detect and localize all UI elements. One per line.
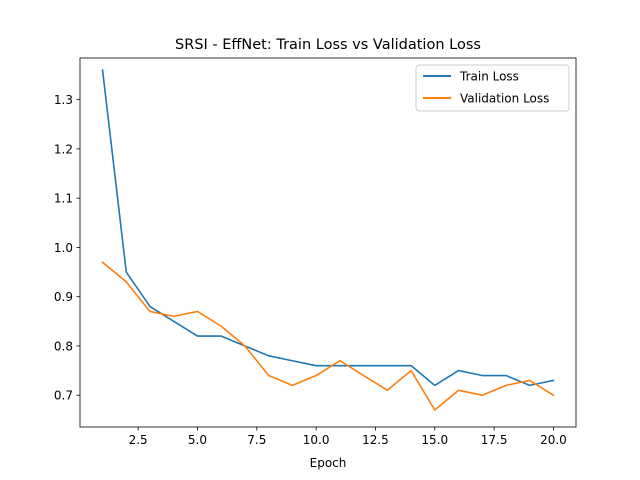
x-tick-label: 10.0	[303, 433, 330, 447]
x-tick-label: 17.5	[481, 433, 508, 447]
series-layer	[101, 69, 555, 411]
x-tick-label: 15.0	[421, 433, 448, 447]
series-line-train-loss	[101, 69, 555, 387]
y-tick-label: 1.2	[54, 142, 73, 156]
legend-label-train-loss: Train Loss	[459, 70, 519, 84]
legend-label-validation-loss: Validation Loss	[460, 92, 549, 106]
axes-frame	[79, 57, 577, 428]
y-tick-label: 0.8	[54, 339, 73, 353]
series-line-validation-loss	[101, 261, 555, 411]
x-tick-label: 5.0	[188, 433, 207, 447]
legend: Train Loss Validation Loss	[415, 64, 570, 112]
legend-frame	[415, 64, 570, 112]
axes-layer: 2.5 5.0 7.5 10.0 12.5 15.0 17.5 20.0 0.7 0.8 0.9 1.…	[54, 57, 577, 447]
plot-area	[80, 58, 576, 427]
x-axis-title: Epoch	[310, 456, 347, 470]
x-tick-label: 12.5	[362, 433, 389, 447]
x-tick-label: 2.5	[129, 433, 148, 447]
y-tick-label: 0.9	[54, 290, 73, 304]
y-tick-label: 0.7	[54, 389, 73, 403]
x-tick-label: 20.0	[540, 433, 567, 447]
y-tick-label: 1.1	[54, 192, 73, 206]
x-tick-label: 7.5	[247, 433, 266, 447]
y-tick-label: 1.0	[54, 241, 73, 255]
chart-title: SRSI - EffNet: Train Loss vs Validation …	[175, 37, 481, 53]
y-tick-label: 1.3	[54, 93, 73, 107]
